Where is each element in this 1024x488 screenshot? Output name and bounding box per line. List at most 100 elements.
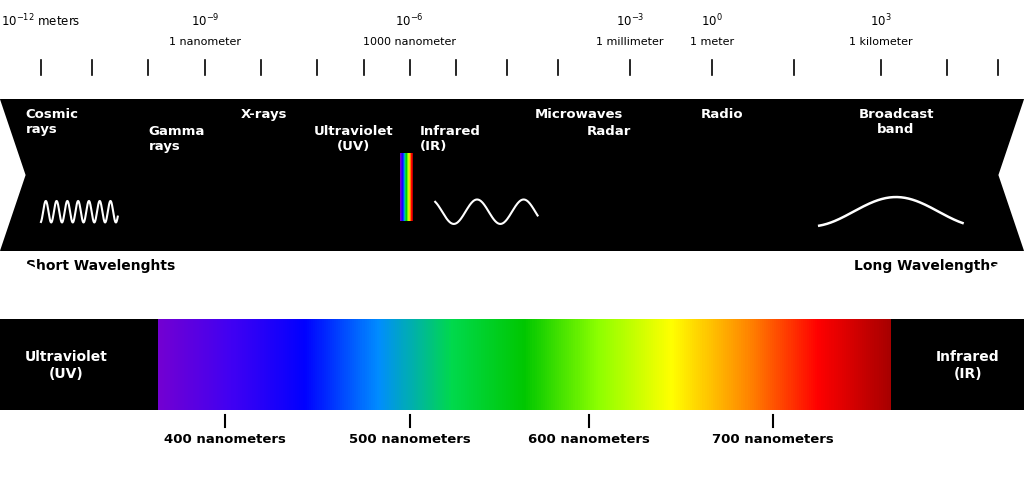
Text: 10$^{3}$: 10$^{3}$ (869, 12, 892, 29)
Polygon shape (453, 320, 455, 410)
Polygon shape (998, 100, 1024, 251)
Polygon shape (541, 320, 543, 410)
Polygon shape (920, 320, 922, 410)
Polygon shape (864, 320, 866, 410)
Polygon shape (616, 320, 618, 410)
Polygon shape (279, 320, 281, 410)
Polygon shape (999, 320, 1001, 410)
Polygon shape (377, 320, 379, 410)
Polygon shape (428, 320, 430, 410)
Polygon shape (907, 320, 909, 410)
Polygon shape (348, 320, 350, 410)
Polygon shape (883, 320, 885, 410)
Polygon shape (995, 320, 997, 410)
Polygon shape (649, 320, 651, 410)
Polygon shape (553, 320, 555, 410)
Polygon shape (598, 320, 600, 410)
Polygon shape (625, 320, 627, 410)
Polygon shape (614, 320, 616, 410)
Polygon shape (926, 320, 928, 410)
Polygon shape (582, 320, 584, 410)
Polygon shape (76, 320, 78, 410)
Polygon shape (297, 320, 299, 410)
Polygon shape (1012, 320, 1014, 410)
Polygon shape (371, 320, 373, 410)
Polygon shape (178, 320, 180, 410)
Polygon shape (580, 320, 582, 410)
Polygon shape (223, 320, 225, 410)
Polygon shape (408, 320, 410, 410)
Text: 1000 nanometer: 1000 nanometer (364, 37, 456, 46)
Polygon shape (84, 320, 86, 410)
Polygon shape (20, 320, 23, 410)
Polygon shape (967, 320, 969, 410)
Polygon shape (319, 320, 322, 410)
Polygon shape (455, 320, 457, 410)
Polygon shape (860, 320, 862, 410)
Polygon shape (336, 320, 338, 410)
Polygon shape (489, 320, 492, 410)
Polygon shape (55, 320, 57, 410)
Polygon shape (776, 320, 778, 410)
Polygon shape (805, 320, 807, 410)
Polygon shape (1004, 320, 1006, 410)
Polygon shape (618, 320, 621, 410)
Polygon shape (627, 320, 629, 410)
Polygon shape (702, 320, 705, 410)
Polygon shape (893, 320, 895, 410)
Polygon shape (1014, 320, 1016, 410)
Polygon shape (373, 320, 375, 410)
Polygon shape (645, 320, 647, 410)
Polygon shape (459, 320, 461, 410)
Polygon shape (442, 320, 444, 410)
Polygon shape (184, 320, 186, 410)
Polygon shape (817, 320, 819, 410)
Polygon shape (915, 320, 918, 410)
Polygon shape (63, 320, 66, 410)
Polygon shape (86, 320, 88, 410)
Polygon shape (961, 320, 963, 410)
Polygon shape (102, 320, 104, 410)
Polygon shape (924, 320, 926, 410)
Polygon shape (991, 320, 993, 410)
Polygon shape (438, 320, 440, 410)
Polygon shape (33, 320, 35, 410)
Polygon shape (324, 320, 326, 410)
Polygon shape (543, 320, 545, 410)
Polygon shape (670, 320, 672, 410)
Polygon shape (203, 320, 205, 410)
Polygon shape (248, 320, 250, 410)
Polygon shape (897, 320, 899, 410)
Polygon shape (987, 320, 989, 410)
Polygon shape (252, 320, 254, 410)
Polygon shape (211, 320, 213, 410)
Polygon shape (381, 320, 383, 410)
Polygon shape (782, 320, 784, 410)
Polygon shape (592, 320, 594, 410)
Polygon shape (604, 320, 606, 410)
Polygon shape (451, 320, 453, 410)
Polygon shape (887, 320, 889, 410)
Polygon shape (43, 320, 45, 410)
Polygon shape (231, 320, 233, 410)
Polygon shape (47, 320, 49, 410)
Text: Short Wavelenghts: Short Wavelenghts (26, 259, 175, 273)
Polygon shape (998, 320, 1024, 410)
Polygon shape (59, 320, 61, 410)
Polygon shape (115, 320, 117, 410)
Polygon shape (659, 320, 662, 410)
Polygon shape (121, 320, 123, 410)
Polygon shape (256, 320, 258, 410)
Polygon shape (221, 320, 223, 410)
Polygon shape (166, 320, 168, 410)
Polygon shape (426, 320, 428, 410)
Polygon shape (414, 320, 416, 410)
Text: Cosmic
rays: Cosmic rays (26, 107, 79, 135)
Polygon shape (666, 320, 668, 410)
Polygon shape (584, 320, 586, 410)
Polygon shape (326, 320, 328, 410)
Polygon shape (668, 320, 670, 410)
Polygon shape (842, 320, 844, 410)
Polygon shape (588, 320, 590, 410)
Polygon shape (0, 100, 26, 251)
